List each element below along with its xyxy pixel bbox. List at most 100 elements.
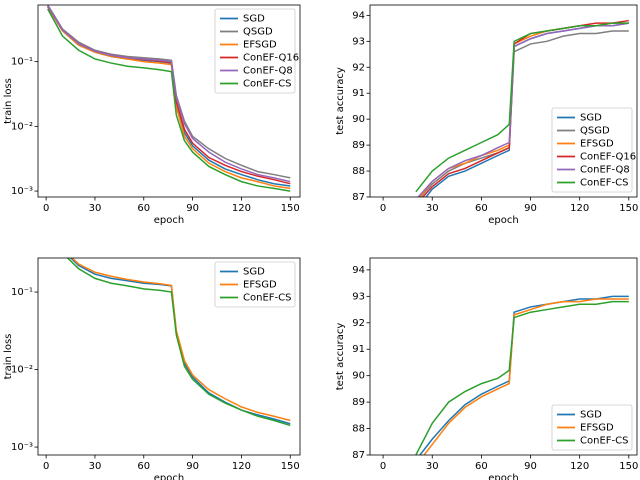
line-series <box>47 8 291 192</box>
series-group <box>66 258 291 427</box>
y-tick-label: 88 <box>352 166 365 177</box>
y-tick-label: 88 <box>352 424 365 435</box>
legend-label: ConEF-CS <box>580 436 628 447</box>
line-series <box>47 5 291 183</box>
y-axis-label: train loss <box>3 334 14 380</box>
y-tick-label: 10⁻² <box>11 365 33 376</box>
y-axis-label: train loss <box>3 78 14 124</box>
y-tick-label: 92 <box>352 318 365 329</box>
y-tick-label: 93 <box>352 36 365 47</box>
series-group <box>415 295 629 455</box>
line-series <box>66 258 291 427</box>
x-tick-label: 90 <box>524 203 537 214</box>
y-tick-label: 10⁻³ <box>11 186 33 197</box>
x-tick-label: 30 <box>89 461 102 472</box>
subplot: 0 30 60 90 120 150 10⁻¹ 10⁻² 10⁻³ epoch train loss… <box>3 257 301 480</box>
legend-box <box>551 107 633 193</box>
x-tick-label: 60 <box>137 203 150 214</box>
line-series <box>415 22 629 193</box>
line-series <box>423 298 629 455</box>
subplot: 0 30 60 90 120 150 87 88 89 90 91 92 93 94 epoch test a… <box>335 257 638 480</box>
x-tick-label: 90 <box>186 461 199 472</box>
y-tick-label: 10⁻¹ <box>11 287 33 298</box>
legend-label: SGD <box>243 14 265 25</box>
x-tick-label: 60 <box>137 461 150 472</box>
x-tick-label: 90 <box>186 203 199 214</box>
legend-label: EFSGD <box>243 40 277 51</box>
y-tick-label: 94 <box>352 10 365 21</box>
line-series <box>69 258 291 425</box>
x-tick-label: 0 <box>43 203 49 214</box>
x-tick-label: 150 <box>281 203 300 214</box>
y-tick-label: 87 <box>352 450 365 461</box>
x-tick-label: 150 <box>281 461 300 472</box>
legend-label: ConEF-Q8 <box>580 165 630 176</box>
x-axis-label: epoch <box>154 473 184 480</box>
x-tick-label: 120 <box>570 203 589 214</box>
legend-box <box>551 404 633 451</box>
legend-label: QSGD <box>243 27 273 38</box>
plot-frame <box>37 4 301 198</box>
legend: SGD EFSGD ConEF-CS <box>551 404 633 451</box>
x-axis-label: epoch <box>488 215 518 226</box>
x-tick-label: 150 <box>619 203 638 214</box>
line-series <box>419 295 629 455</box>
y-tick-label: 87 <box>352 192 365 203</box>
legend-label: SGD <box>243 267 265 278</box>
legend: SGD QSGD EFSGD ConEF-Q16 ConEF-Q8 ConEF-CS <box>551 107 636 193</box>
y-tick-label: 91 <box>352 88 365 99</box>
y-tick-label: 89 <box>352 397 365 408</box>
x-tick-label: 30 <box>89 203 102 214</box>
legend-label: EFSGD <box>580 423 614 434</box>
subplot: 0 30 60 90 120 150 87 88 89 90 91 92 93 94 epoch test a… <box>335 4 638 226</box>
x-tick-label: 0 <box>380 461 386 472</box>
y-tick-label: 90 <box>352 371 365 382</box>
x-tick-label: 120 <box>232 461 251 472</box>
legend-label: EFSGD <box>243 280 277 291</box>
legend-label: ConEF-CS <box>243 293 291 304</box>
x-tick-label: 60 <box>475 461 488 472</box>
x-axis-label: epoch <box>154 215 184 226</box>
plot-frame <box>37 257 301 456</box>
y-tick-label: 89 <box>352 140 365 151</box>
x-tick-label: 120 <box>570 461 589 472</box>
y-tick-label: 92 <box>352 62 365 73</box>
x-tick-label: 0 <box>380 203 386 214</box>
legend-label: ConEF-Q16 <box>580 152 636 163</box>
legend: SGD EFSGD ConEF-CS <box>214 261 296 308</box>
y-tick-label: 10⁻¹ <box>11 57 33 68</box>
legend-label: ConEF-Q8 <box>243 66 293 77</box>
series-group <box>47 5 291 192</box>
plot-frame <box>369 4 638 198</box>
x-tick-label: 150 <box>619 461 638 472</box>
legend-box <box>214 261 296 308</box>
series-group <box>415 19 629 197</box>
legend-label: EFSGD <box>580 139 614 150</box>
y-axis-label: test accuracy <box>335 323 346 391</box>
legend-label: SGD <box>580 113 602 124</box>
legend-box <box>214 8 296 94</box>
x-tick-label: 90 <box>524 461 537 472</box>
y-tick-label: 10⁻² <box>11 121 33 132</box>
x-axis-label: epoch <box>488 473 518 480</box>
legend-label: QSGD <box>580 126 610 137</box>
x-tick-label: 30 <box>426 203 439 214</box>
line-series <box>71 258 291 422</box>
legend-label: SGD <box>580 410 602 421</box>
x-tick-label: 0 <box>43 461 49 472</box>
legend-label: ConEF-Q16 <box>243 53 299 64</box>
line-series <box>415 300 629 455</box>
y-tick-label: 94 <box>352 265 365 276</box>
legend-label: ConEF-CS <box>243 79 291 90</box>
y-tick-label: 91 <box>352 344 365 355</box>
x-tick-label: 120 <box>232 203 251 214</box>
x-tick-label: 60 <box>475 203 488 214</box>
subplot: 0 30 60 90 120 150 10⁻¹ 10⁻² 10⁻³ epoch train loss… <box>3 4 301 226</box>
y-tick-label: 93 <box>352 291 365 302</box>
y-tick-label: 90 <box>352 114 365 125</box>
legend-label: ConEF-CS <box>580 178 628 189</box>
x-tick-label: 30 <box>426 461 439 472</box>
y-tick-label: 10⁻³ <box>11 442 33 453</box>
plot-frame <box>369 257 638 456</box>
